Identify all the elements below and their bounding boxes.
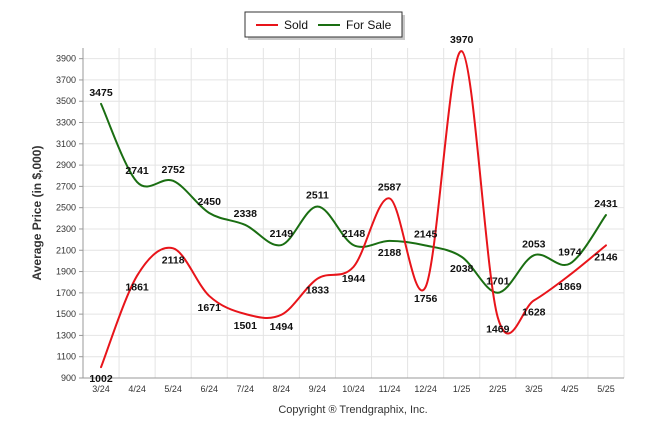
y-tick-label: 2300 <box>56 224 76 234</box>
y-tick-label: 2900 <box>56 160 76 170</box>
data-label-sold: 1628 <box>522 307 546 319</box>
x-tick-label: 5/24 <box>164 384 182 394</box>
x-tick-label: 2/25 <box>489 384 507 394</box>
y-tick-label: 3500 <box>56 96 76 106</box>
data-label-sold: 1944 <box>342 273 366 285</box>
data-label-for-sale: 2338 <box>234 208 258 220</box>
data-label-sold: 2118 <box>162 254 185 266</box>
axes: 900 1100 1300 1500 1700 1900 2100 2300 2500 2700 2… <box>56 48 624 394</box>
legend: Sold For Sale <box>244 11 405 40</box>
data-label-sold: 1469 <box>486 323 510 335</box>
data-label-sold: 1756 <box>414 293 438 305</box>
x-tick-label: 9/24 <box>309 384 327 394</box>
y-tick-label: 1700 <box>56 288 76 298</box>
x-tick-label: 10/24 <box>342 384 365 394</box>
grid <box>82 48 625 379</box>
y-tick-label: 900 <box>61 373 76 383</box>
copyright-footer: Copyright ® Trendgraphix, Inc. <box>278 404 427 416</box>
data-label-sold: 1833 <box>306 285 330 297</box>
y-tick-label: 2700 <box>56 181 76 191</box>
data-label-sold: 2146 <box>594 251 618 263</box>
x-tick-label: 3/25 <box>525 384 543 394</box>
legend-label-sold: Sold <box>284 18 308 32</box>
data-label-for-sale: 1701 <box>486 276 510 288</box>
data-label-sold: 1002 <box>89 373 113 385</box>
x-tick-label: 7/24 <box>237 384 255 394</box>
y-tick-label: 3700 <box>56 75 76 85</box>
x-tick-label: 11/24 <box>379 384 401 394</box>
y-tick-label: 1300 <box>56 330 76 340</box>
series <box>100 50 607 369</box>
data-label-sold: 1494 <box>270 321 294 333</box>
x-tick-label: 12/24 <box>414 384 437 394</box>
x-tick-label: 3/24 <box>92 384 110 394</box>
y-tick-label: 1100 <box>57 352 76 362</box>
y-tick-label: 3900 <box>56 54 76 64</box>
data-label-sold: 2587 <box>378 181 402 193</box>
data-label-sold: 3970 <box>450 34 474 46</box>
data-label-for-sale: 2188 <box>378 247 402 259</box>
data-label-sold: 1671 <box>198 302 222 314</box>
data-label-for-sale: 2511 <box>306 190 329 202</box>
data-label-for-sale: 2450 <box>198 196 222 208</box>
y-tick-label: 3300 <box>56 118 76 128</box>
data-label-sold: 1861 <box>125 282 149 294</box>
x-tick-label: 6/24 <box>200 384 218 394</box>
data-label-for-sale: 2149 <box>270 228 294 240</box>
data-label-for-sale: 2145 <box>414 228 438 240</box>
y-tick-label: 2100 <box>56 245 76 255</box>
data-label-for-sale: 2741 <box>125 165 149 177</box>
x-tick-label: 4/24 <box>128 384 146 394</box>
x-tick-label: 4/25 <box>561 384 579 394</box>
data-label-for-sale: 2053 <box>522 238 546 250</box>
y-tick-label: 1900 <box>56 267 76 277</box>
data-label-for-sale: 2431 <box>594 198 618 210</box>
series-line-for-sale <box>100 102 607 294</box>
legend-label-for-sale: For Sale <box>346 18 392 32</box>
y-tick-label: 3100 <box>56 139 76 149</box>
data-labels: 3475 1002 2741 1861 2752 2118 2450 1671 2338 1501… <box>89 34 617 385</box>
y-tick-label: 1500 <box>56 309 76 319</box>
x-tick-label: 5/25 <box>597 384 615 394</box>
data-label-for-sale: 2752 <box>161 164 185 176</box>
data-label-for-sale: 2148 <box>342 228 366 240</box>
x-tick-label: 8/24 <box>273 384 291 394</box>
y-axis-title: Average Price (in $,000) <box>30 146 44 281</box>
data-label-for-sale: 2038 <box>450 263 474 275</box>
data-label-sold: 1869 <box>558 281 582 293</box>
series-line-sold <box>100 50 607 369</box>
x-tick-label: 1/25 <box>453 384 471 394</box>
data-label-for-sale: 1974 <box>558 247 582 259</box>
y-tick-label: 2500 <box>56 203 76 213</box>
data-label-sold: 1501 <box>234 320 258 332</box>
data-label-for-sale: 3475 <box>89 87 113 99</box>
